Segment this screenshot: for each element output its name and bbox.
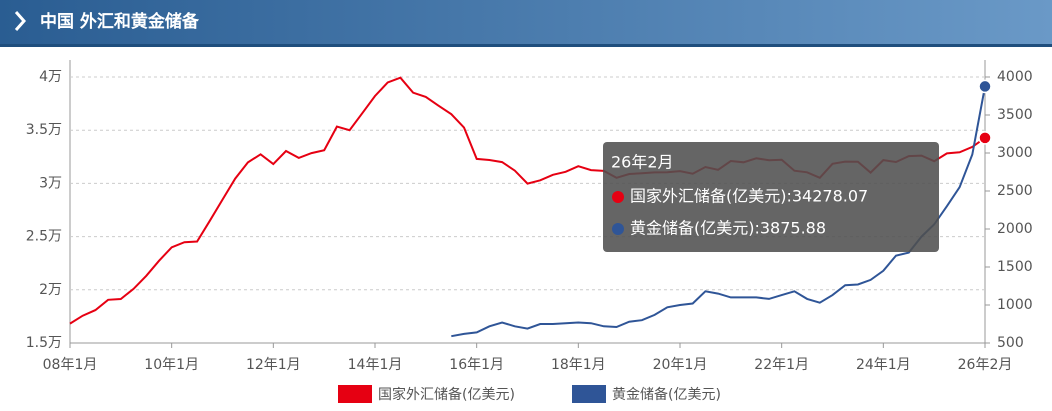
tooltip-dot bbox=[612, 191, 624, 203]
y-tick-label: 2万 bbox=[39, 282, 62, 298]
legend-swatch bbox=[572, 385, 606, 403]
x-tick-label: 26年2月 bbox=[958, 357, 1013, 373]
tooltip-box bbox=[603, 142, 939, 252]
chart-title: 中国 外汇和黄金储备 bbox=[40, 11, 200, 32]
x-tick-label: 08年1月 bbox=[43, 357, 98, 373]
y-tick-label: 3万 bbox=[39, 175, 62, 191]
x-tick-label: 12年1月 bbox=[246, 357, 301, 373]
series-line bbox=[451, 86, 986, 338]
legend-label: 黄金储备(亿美元) bbox=[612, 386, 721, 403]
end-point bbox=[978, 79, 992, 94]
legend-label: 国家外汇储备(亿美元) bbox=[378, 386, 515, 403]
y2-tick-label: 500 bbox=[997, 335, 1024, 351]
tooltip-title: 26年2月 bbox=[611, 153, 674, 172]
y-tick-label: 2.5万 bbox=[26, 229, 62, 245]
x-tick-label: 22年1月 bbox=[754, 357, 809, 373]
tooltip: 26年2月 国家外汇储备(亿美元):34278.07 黄金储备(亿美元):387… bbox=[603, 142, 939, 252]
tooltip-dot bbox=[612, 223, 624, 235]
x-tick-label: 24年1月 bbox=[856, 357, 911, 373]
y-tick-label: 4万 bbox=[39, 69, 62, 85]
end-point bbox=[978, 131, 992, 145]
x-tick-label: 14年1月 bbox=[348, 357, 403, 373]
y2-tick-label: 3000 bbox=[997, 145, 1033, 161]
y2-tick-label: 2000 bbox=[997, 221, 1033, 237]
x-tick-label: 16年1月 bbox=[449, 357, 504, 373]
y2-tick-label: 2500 bbox=[997, 183, 1033, 199]
chevron-icon bbox=[14, 11, 27, 31]
y-tick-label: 3.5万 bbox=[26, 122, 62, 138]
legend-swatch bbox=[338, 385, 372, 403]
header-underline bbox=[0, 44, 1052, 47]
tooltip-line: 国家外汇储备(亿美元):34278.07 bbox=[630, 187, 868, 206]
x-tick-label: 18年1月 bbox=[551, 357, 606, 373]
header-bar bbox=[0, 0, 1052, 44]
y2-tick-label: 4000 bbox=[997, 69, 1033, 85]
x-tick-label: 10年1月 bbox=[144, 357, 199, 373]
x-tick-label: 20年1月 bbox=[653, 357, 708, 373]
y-tick-label: 1.5万 bbox=[26, 335, 62, 351]
tooltip-line: 黄金储备(亿美元):3875.88 bbox=[630, 219, 826, 238]
y2-tick-label: 1000 bbox=[997, 297, 1033, 313]
y2-tick-label: 3500 bbox=[997, 107, 1033, 123]
y2-tick-label: 1500 bbox=[997, 259, 1033, 275]
